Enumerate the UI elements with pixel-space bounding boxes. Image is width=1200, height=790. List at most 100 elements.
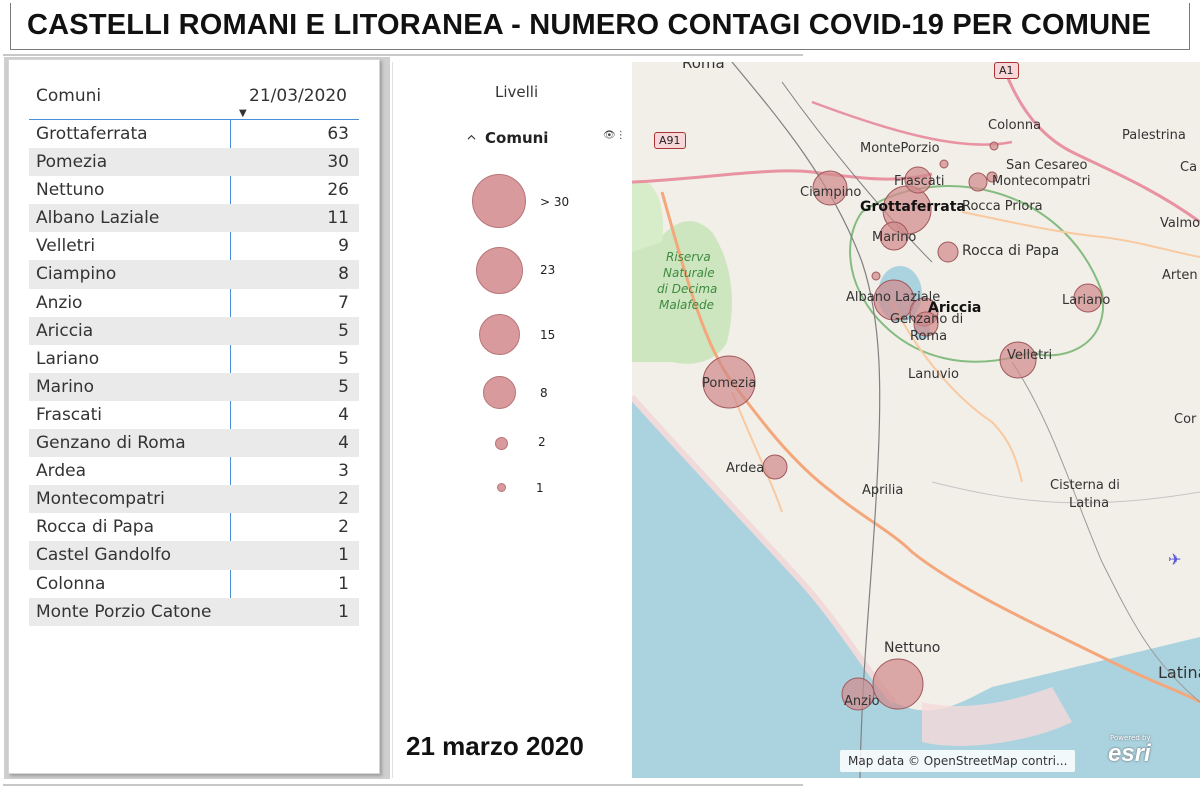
esri-logo: esri: [1108, 740, 1151, 767]
map-label-genzano-2: Roma: [910, 329, 948, 344]
row-value: 1: [338, 545, 349, 566]
table-row[interactable]: Grottaferrata 63: [29, 120, 359, 148]
row-value: 1: [338, 573, 349, 594]
legend-layer-actions[interactable]: 👁⋮: [603, 130, 626, 141]
row-comune: Monte Porzio Catone: [36, 601, 212, 622]
row-comune: Colonna: [36, 573, 106, 594]
divider: [3, 54, 803, 56]
brand-powered-by: Powered by: [1110, 734, 1151, 742]
table-body: Grottaferrata 63 Pomezia 30 Nettuno 26 Albano …: [29, 120, 359, 626]
row-comune: Ciampino: [36, 264, 117, 285]
row-comune: Albano Laziale: [36, 208, 160, 229]
row-comune: Montecompatri: [36, 489, 165, 510]
map-label-valmont: Valmon: [1160, 216, 1200, 231]
table-row[interactable]: Nettuno 26: [29, 176, 359, 204]
legend-symbol-2: [495, 437, 508, 450]
row-comune: Ariccia: [36, 320, 94, 341]
row-value: 2: [338, 517, 349, 538]
legend-title: Livelli: [495, 83, 539, 101]
table-row[interactable]: Rocca di Papa 2: [29, 513, 359, 541]
table-row[interactable]: Albano Laziale 11: [29, 204, 359, 233]
map-view[interactable]: Roma A1 A91 Colonna Palestrina MontePorz…: [632, 62, 1200, 778]
page-title: CASTELLI ROMANI E LITORANEA - NUMERO CON…: [27, 9, 1151, 41]
map-label-lariano: Lariano: [1062, 293, 1111, 308]
airport-icon: ✈: [1168, 550, 1182, 569]
legend-symbol-23: [476, 247, 523, 294]
legend-label-2: 2: [538, 435, 546, 449]
table-panel: Comuni 21/03/2020 ▼ Grottaferrata 63 Pomez…: [8, 59, 380, 774]
legend-symbol-1: [497, 483, 506, 492]
map-label-aprilia: Aprilia: [862, 483, 904, 498]
chevron-up-icon[interactable]: [467, 133, 476, 142]
table-row[interactable]: Colonna 1: [29, 570, 359, 598]
row-value: 3: [338, 461, 349, 482]
eye-icon[interactable]: 👁: [603, 130, 616, 141]
row-value: 5: [338, 376, 349, 397]
column-header-date[interactable]: 21/03/2020: [249, 86, 347, 106]
map-shield-a1: A1: [994, 62, 1019, 79]
map-label-marino: Marino: [872, 230, 917, 245]
row-value: 9: [338, 236, 349, 257]
table-row[interactable]: Marino 5: [29, 372, 359, 401]
legend-label-8: 8: [540, 386, 548, 400]
map-label-ciampino: Ciampino: [800, 185, 862, 200]
legend-symbol-gt30: [472, 174, 526, 228]
map-label-nettuno: Nettuno: [884, 640, 941, 656]
map-label-velletri: Velletri: [1007, 348, 1053, 363]
row-value: 8: [338, 264, 349, 285]
more-options-icon[interactable]: ⋮: [615, 130, 626, 141]
table-row[interactable]: Lariano 5: [29, 345, 359, 373]
map-label-latina: Latina: [1158, 663, 1200, 682]
map-label-genzano-1: Genzano di: [890, 312, 964, 327]
legend-layer-name[interactable]: Comuni: [485, 129, 549, 147]
map-bubbles: [702, 141, 1103, 711]
row-value: 5: [338, 348, 349, 369]
column-header-comuni[interactable]: Comuni: [36, 86, 102, 106]
table-row[interactable]: Velletri 9: [29, 232, 359, 260]
map-label-pomezia: Pomezia: [702, 376, 757, 391]
row-value: 2: [338, 489, 349, 510]
map-label-riserva-3: di Decima: [657, 282, 718, 296]
row-value: 26: [327, 180, 349, 201]
legend-panel: Livelli Comuni 👁⋮ > 30 23 15 8 2 1 21 ma…: [392, 62, 633, 778]
legend-label-15: 15: [540, 328, 556, 342]
table-row[interactable]: Ariccia 5: [29, 316, 359, 345]
table-row[interactable]: Pomezia 30: [29, 148, 359, 177]
table-row[interactable]: Ciampino 8: [29, 260, 359, 289]
map-label-grottaferrata: Grottaferrata: [860, 199, 966, 215]
map-label-rocca-priora: Rocca Priora: [962, 199, 1043, 214]
row-value: 7: [338, 292, 349, 313]
map-label-ca: Ca: [1180, 160, 1198, 175]
map-label-riserva-4: Malafede: [659, 298, 715, 312]
row-comune: Genzano di Roma: [36, 433, 186, 454]
legend-symbol-15: [479, 314, 520, 355]
map-label-cisterna-2: Latina: [1069, 496, 1110, 511]
table-row[interactable]: Castel Gandolfo 1: [29, 541, 359, 570]
map-label-riserva-1: Riserva: [666, 250, 711, 264]
row-comune: Frascati: [36, 404, 102, 425]
map-label-ardea: Ardea: [726, 461, 765, 476]
header-divider: [29, 119, 359, 120]
row-comune: Ardea: [36, 461, 86, 482]
map-label-lanuvio: Lanuvio: [908, 367, 959, 382]
map-label-frascati: Frascati: [894, 174, 945, 189]
row-comune: Nettuno: [36, 180, 105, 201]
sort-descending-icon[interactable]: ▼: [239, 108, 247, 119]
row-value: 11: [327, 208, 349, 229]
map-attribution[interactable]: Map data © OpenStreetMap contri...: [840, 750, 1076, 772]
data-table: Comuni 21/03/2020 ▼ Grottaferrata 63 Pomez…: [29, 60, 359, 626]
table-row[interactable]: Montecompatri 2: [29, 485, 359, 514]
row-value: 63: [327, 124, 349, 144]
row-comune: Castel Gandolfo: [36, 545, 172, 566]
row-value: 1: [338, 601, 349, 622]
column-divider: [230, 120, 231, 625]
table-row[interactable]: Genzano di Roma 4: [29, 429, 359, 458]
table-row[interactable]: Anzio 7: [29, 289, 359, 317]
divider-bottom: [3, 784, 803, 786]
table-row[interactable]: Frascati 4: [29, 401, 359, 429]
table-row[interactable]: Monte Porzio Catone 1: [29, 597, 359, 626]
map-label-artena: Arten: [1162, 268, 1198, 283]
row-comune: Marino: [36, 376, 94, 397]
table-row[interactable]: Ardea 3: [29, 457, 359, 485]
legend-label-23: 23: [540, 263, 556, 277]
